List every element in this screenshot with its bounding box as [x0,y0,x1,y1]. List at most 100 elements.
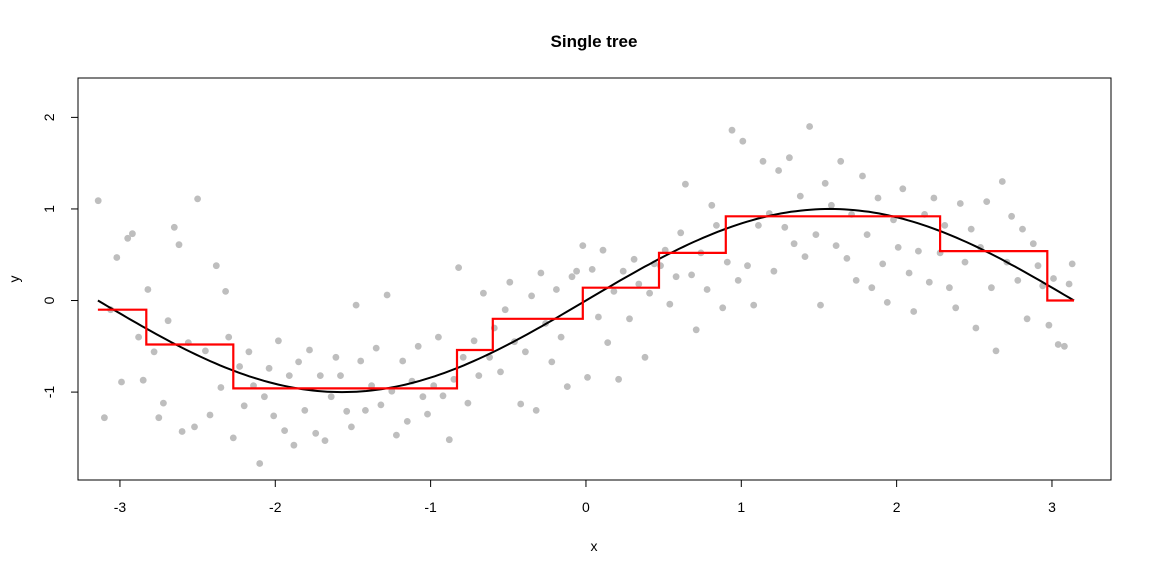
chart-title: Single tree [551,32,638,51]
data-point-19 [194,195,202,203]
data-point-15 [175,241,183,249]
data-point-29 [245,348,253,356]
tree-fit-step-line [97,215,1074,390]
y-axis: -1 0 1 2 [41,113,79,398]
data-point-124 [734,277,742,284]
data-point-37 [285,372,293,379]
data-point-189 [1068,260,1076,268]
data-point-94 [579,242,587,250]
x-tick-label-3: 0 [582,499,590,515]
data-point-98 [599,246,607,254]
data-point-82 [517,400,525,408]
data-point-112 [672,273,680,281]
data-point-89 [553,286,560,293]
data-point-35 [275,337,282,345]
data-point-168 [961,258,969,266]
data-point-116 [692,326,700,334]
data-point-27 [236,363,244,370]
data-point-148 [859,172,866,180]
data-point-144 [837,157,845,165]
data-point-70 [455,264,462,271]
x-tick-label-4: 1 [737,499,745,515]
data-point-25 [225,333,233,341]
data-point-166 [952,304,960,312]
data-point-28 [240,402,248,410]
data-point-99 [604,339,612,346]
data-point-165 [946,284,953,292]
x-tick-label-6: 3 [1048,499,1056,515]
data-point-100 [610,288,618,295]
data-point-182 [1034,262,1042,270]
data-point-23 [217,384,225,391]
data-point-22 [212,262,220,270]
data-point-73 [470,337,478,345]
data-point-4 [118,378,125,386]
data-point-45 [327,393,335,401]
data-point-145 [843,255,851,262]
data-point-132 [775,167,782,174]
data-point-63 [419,393,427,401]
data-point-147 [852,277,860,284]
data-point-122 [723,258,731,266]
data-point-9 [144,286,152,293]
data-point-142 [828,201,835,209]
data-point-139 [812,231,820,239]
data-point-172 [983,198,991,206]
data-point-134 [786,154,793,162]
data-point-107 [646,289,653,297]
data-point-40 [301,407,309,414]
data-point-7 [135,333,143,341]
data-point-52 [362,407,369,414]
data-point-51 [357,357,365,365]
data-point-158 [910,308,918,315]
data-point-32 [261,393,268,401]
data-point-152 [879,260,887,268]
data-point-127 [750,301,758,309]
data-point-114 [682,180,689,188]
data-point-31 [256,460,264,467]
data-point-184 [1045,321,1053,329]
data-point-159 [915,247,922,255]
data-point-162 [930,194,938,202]
data-point-90 [557,333,565,341]
data-point-68 [445,436,453,444]
scatter-points [94,123,1076,467]
data-point-174 [992,347,1000,355]
data-point-185 [1050,275,1057,282]
data-point-101 [615,375,622,383]
data-point-104 [630,255,638,263]
data-point-135 [790,240,798,248]
data-point-177 [1008,212,1015,220]
data-point-92 [568,273,576,281]
data-point-69 [450,375,458,383]
data-point-131 [770,267,778,275]
data-point-157 [905,269,913,277]
data-point-111 [666,300,674,308]
data-point-178 [1014,277,1022,284]
data-point-86 [537,269,545,277]
data-point-164 [941,222,949,229]
data-point-75 [480,289,487,297]
data-point-126 [744,262,751,270]
data-point-106 [641,353,649,361]
data-point-149 [863,231,871,239]
data-point-137 [801,253,809,260]
data-point-123 [728,126,736,134]
data-point-50 [352,301,360,309]
data-point-136 [796,192,804,200]
data-point-10 [150,348,158,356]
data-point-41 [306,346,313,354]
data-point-43 [316,372,324,379]
data-point-1 [101,414,108,422]
data-point-154 [890,216,897,224]
data-point-42 [312,429,320,437]
data-point-155 [894,244,902,251]
data-point-175 [998,178,1006,185]
data-point-11 [155,414,163,422]
data-point-121 [719,304,727,312]
data-point-91 [563,383,571,390]
y-tick-label-2: 1 [41,205,57,213]
data-point-16 [178,428,186,435]
data-point-80 [506,278,514,286]
data-point-64 [424,410,431,418]
